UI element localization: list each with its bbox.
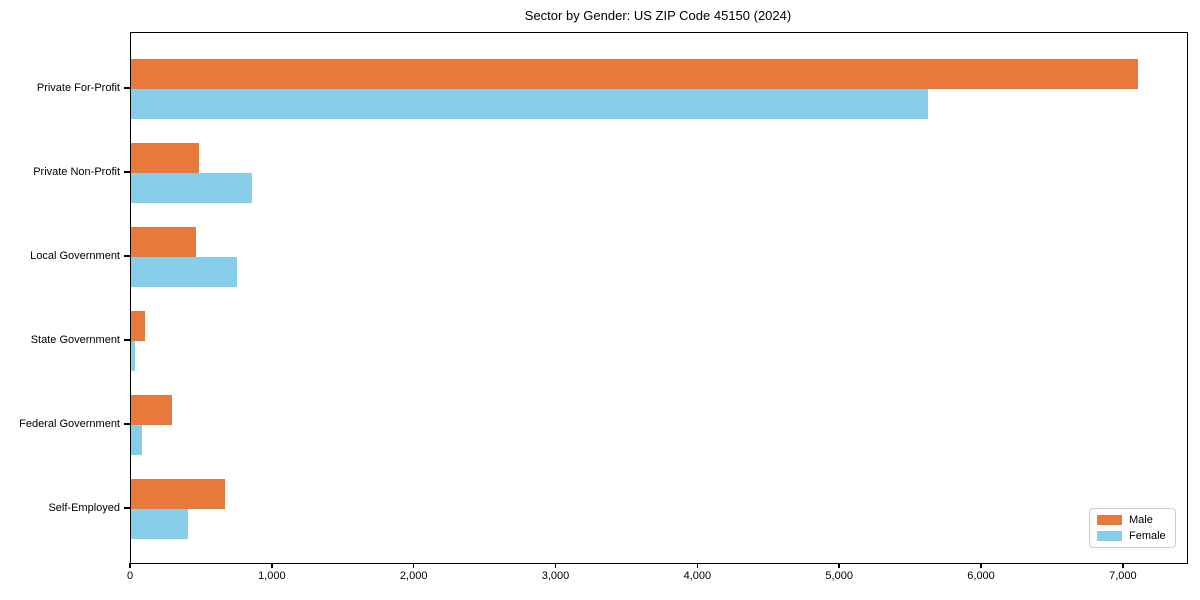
x-tick-label-3000: 3,000 — [541, 570, 570, 582]
bar-female-private-for-profit — [131, 89, 929, 119]
bar-female-private-non-profit — [131, 173, 252, 203]
x-tick-3000 — [554, 563, 557, 568]
y-tick-label-state-government: State Government — [30, 334, 120, 346]
x-tick-0 — [129, 563, 131, 568]
x-tick-label-4000: 4,000 — [683, 570, 712, 582]
legend-label-female: Female — [1129, 530, 1166, 542]
bar-female-self-employed — [131, 509, 188, 539]
y-tick-local-government — [124, 255, 130, 257]
legend-item-male: Male — [1097, 514, 1166, 526]
chart-title: Sector by Gender: US ZIP Code 45150 (202… — [524, 8, 792, 23]
x-tick-label-7000: 7,000 — [1109, 570, 1137, 582]
y-tick-self-employed — [124, 507, 130, 509]
x-tick-label-1000: 1,000 — [258, 570, 286, 582]
x-tick-label-5000: 5,000 — [825, 570, 853, 582]
legend: Male Female — [1089, 508, 1176, 548]
y-tick-label-private-for-profit: Private For-Profit — [36, 82, 120, 94]
y-tick-label-federal-government: Federal Government — [19, 418, 120, 430]
bar-male-private-non-profit — [131, 143, 200, 173]
legend-item-female: Female — [1097, 530, 1166, 542]
x-tick-label-0: 0 — [126, 570, 134, 582]
x-tick-label-2000: 2,000 — [399, 570, 428, 582]
x-tick-6000 — [980, 563, 982, 568]
y-tick-federal-government — [124, 423, 130, 425]
bar-female-federal-government — [131, 425, 142, 455]
y-tick-label-self-employed: Self-Employed — [48, 502, 120, 514]
x-tick-7000 — [1122, 563, 1124, 568]
bar-male-private-for-profit — [131, 59, 1139, 89]
bar-male-federal-government — [131, 395, 173, 425]
legend-swatch-female — [1097, 531, 1122, 541]
bar-male-state-government — [131, 311, 146, 341]
y-tick-label-local-government: Local Government — [30, 250, 120, 262]
y-tick-private-for-profit — [124, 87, 130, 89]
legend-swatch-male — [1097, 515, 1122, 525]
x-tick-1000 — [271, 563, 273, 568]
y-tick-state-government — [124, 339, 130, 341]
x-tick-label-6000: 6,000 — [967, 570, 995, 582]
bar-male-local-government — [131, 227, 197, 257]
x-tick-2000 — [412, 563, 415, 568]
x-tick-4000 — [696, 563, 699, 568]
x-tick-5000 — [838, 563, 840, 568]
plot-area — [130, 32, 1188, 564]
bar-male-self-employed — [131, 479, 225, 509]
y-tick-private-non-profit — [124, 171, 130, 173]
bar-female-state-government — [131, 341, 136, 371]
y-tick-label-private-non-profit: Private Non-Profit — [33, 166, 120, 178]
legend-label-male: Male — [1129, 514, 1153, 526]
bar-female-local-government — [131, 257, 238, 287]
